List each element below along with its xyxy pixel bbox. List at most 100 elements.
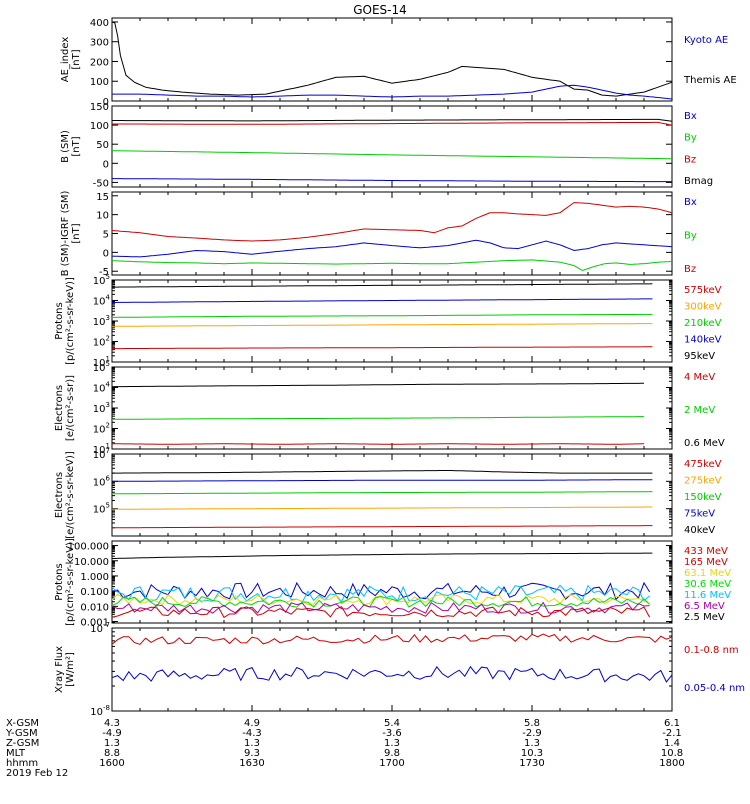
legend-item: Themis AE [683,75,737,86]
series-line-11-6-mev [112,581,651,601]
series-line-themis-ae [112,21,672,97]
series-line-2-5-mev [112,552,653,559]
y-tick-label: 102 [93,422,110,436]
y-tick-label: 50 [96,140,109,151]
y-tick-label: -50 [93,178,109,189]
legend-item: 63.1 MeV [684,568,731,579]
series-line-kyoto-ae [112,84,672,100]
y-axis-label: AE_index[nT] [60,37,82,83]
x-ticks [111,628,673,711]
y-tick-label: 104 [93,381,111,395]
series-line-4-mev [112,443,644,445]
x-ticks [111,541,673,623]
ephemeris-value: 1730 [519,758,544,769]
y-axis: 101 102 103 104 105 [93,273,672,369]
ephemeris-value: 1.3 [384,738,400,749]
legend-item: By [684,133,697,144]
x-ticks [111,454,673,536]
y-tick-label: 103 [93,314,110,328]
legend: 575keV 300keV 210keV 140keV 95keV [684,285,722,362]
ephemeris-value: 10.8 [661,748,683,759]
panel-frame [111,105,673,188]
y-tick-label: 10-7 [90,621,110,635]
series-line-75kev [112,479,653,482]
legend-item: 4 MeV [684,372,715,383]
series-group [112,21,672,100]
series-line-95kev [112,283,653,288]
y-tick-label: 300 [90,38,109,49]
y-tick-label: 0.010 [80,602,109,613]
legend-item: 475keV [684,459,722,470]
ephemeris-row-label: X-GSM [6,718,39,729]
legend-item: Bmag [684,176,713,187]
ephemeris-value: -2.9 [522,728,542,739]
ephemeris-value: 1800 [659,758,684,769]
ephemeris-footer: X-GSM 4.3 4.9 5.4 5.8 6.1 Y-GSM -4.9 -4.3 -3.6 -2.… [5,718,685,779]
y-tick-label: 105 [93,502,110,516]
series-line-by [112,150,672,160]
series-line-bmag [112,118,672,122]
y-axis-label: Protons[p/(cm²-s-sr-keV)] [54,277,76,365]
series-line-2-mev [112,416,644,420]
y-axis-label: Xray Flux[W/m²] [54,646,76,693]
legend-item: 95keV [684,351,715,362]
y-tick-label: 102 [93,335,110,349]
y-tick-label: 10 [96,211,109,222]
series-line-bx [112,239,672,258]
ephemeris-row-label: hhmm [6,758,38,769]
legend: Kyoto AE Themis AE [683,35,737,86]
ephemeris-value: 8.8 [104,748,120,759]
legend-item: 2.5 MeV [684,612,725,623]
ephemeris-row-label: Z-GSM [6,738,39,749]
panel-5: 101 102 103 104 105 Electrons[e/(cm²-s-sr)] 4 … [54,360,725,456]
y-axis-label: Electrons[e/(cm²-s-sr-keV)] [54,451,76,539]
ephemeris-value: -3.6 [382,728,402,739]
series-group [112,552,653,619]
x-ticks [111,367,673,449]
panel-3: -5 0 5 10 15 B (SM)-IGRF (SM)[nT] Bx By Bz [60,191,697,279]
y-tick-label: 101 [93,355,110,369]
y-tick-label: -5 [99,267,109,278]
date-label: 2019 Feb 12 [6,768,68,779]
series-line-bz [112,202,672,242]
legend-item: Bz [684,264,696,275]
ephemeris-row-label: Y-GSM [5,728,38,739]
legend-item: Kyoto AE [684,35,728,46]
legend-item: 0.05-0.4 nm [684,683,745,694]
panel-frame [111,627,673,712]
ephemeris-value: 1630 [239,758,264,769]
legend-item: 575keV [684,285,722,296]
ephemeris-value: 1.4 [664,738,680,749]
series-group [112,633,672,683]
series-line-300kev [112,323,653,327]
y-axis: -5 0 5 10 15 [96,192,672,278]
legend-item: Bx [684,197,697,208]
series-line-6-5-mev [112,584,650,603]
panel-7: 0.001 0.010 0.100 1.000 10.000 100.000Protons… [54,538,731,628]
y-tick-label: 0 [103,159,109,170]
y-tick-label: 105 [93,360,110,374]
panel-2: -50 0 50 100 150 B (SM)[nT] Bx By Bz Bmag [60,102,713,189]
ephemeris-value: 9.3 [244,748,260,759]
legend-item: Bz [684,154,696,165]
y-tick-label: 0.100 [80,587,109,598]
y-tick-label: 103 [93,401,110,415]
ephemeris-value: -4.3 [242,728,262,739]
y-tick-label: 101 [93,442,110,456]
legend-item: 2 MeV [684,405,715,416]
series-line-bx [112,178,672,183]
legend-item: 433 MeV [684,546,728,557]
legend-item: 30.6 MeV [684,579,731,590]
panel-frame [111,279,673,363]
y-tick-label: 100.000 [68,542,109,553]
ephemeris-value: 9.8 [384,748,400,759]
legend: 475keV 275keV 150keV 75keV 40keV [684,459,722,536]
legend-item: 300keV [684,302,722,313]
series-line-30-6-mev [112,595,650,608]
legend: Bx By Bz [684,197,697,275]
y-axis-label: B (SM)-IGRF (SM)[nT] [60,191,82,277]
ephemeris-value: 4.3 [104,718,120,729]
legend-item: 140keV [684,335,722,346]
